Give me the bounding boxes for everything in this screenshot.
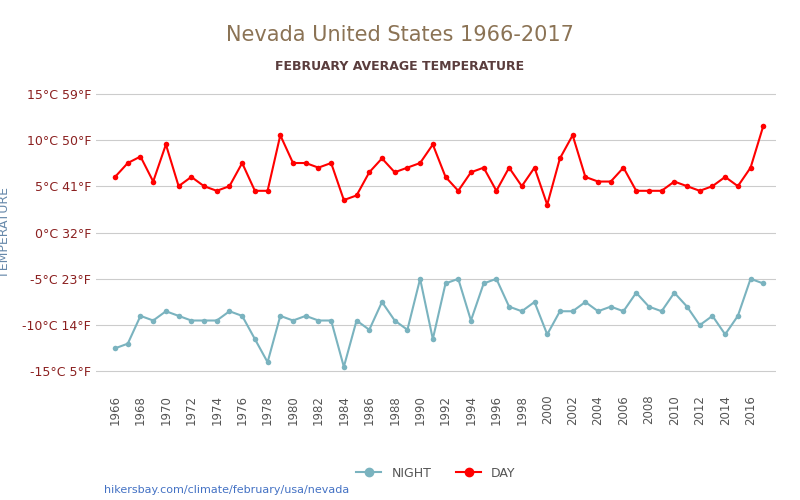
Line: DAY: DAY: [112, 123, 766, 208]
NIGHT: [441, 280, 450, 286]
DAY: [758, 123, 768, 129]
NIGHT: [758, 280, 768, 286]
Text: FEBRUARY AVERAGE TEMPERATURE: FEBRUARY AVERAGE TEMPERATURE: [275, 60, 525, 73]
DAY: [542, 202, 552, 207]
DAY: [415, 160, 425, 166]
Text: hikersbay.com/climate/february/usa/nevada: hikersbay.com/climate/february/usa/nevad…: [104, 485, 350, 495]
NIGHT: [415, 276, 425, 282]
DAY: [339, 197, 349, 203]
NIGHT: [339, 364, 349, 370]
NIGHT: [110, 346, 120, 352]
Text: Nevada United States 1966-2017: Nevada United States 1966-2017: [226, 25, 574, 45]
NIGHT: [161, 308, 170, 314]
Legend: NIGHT, DAY: NIGHT, DAY: [351, 462, 521, 484]
NIGHT: [479, 280, 489, 286]
Y-axis label: TEMPERATURE: TEMPERATURE: [0, 187, 11, 278]
DAY: [161, 142, 170, 148]
DAY: [530, 164, 539, 170]
NIGHT: [555, 308, 565, 314]
Line: NIGHT: NIGHT: [112, 276, 766, 370]
DAY: [720, 174, 730, 180]
DAY: [504, 164, 514, 170]
NIGHT: [530, 299, 539, 305]
NIGHT: [352, 318, 362, 324]
DAY: [110, 174, 120, 180]
